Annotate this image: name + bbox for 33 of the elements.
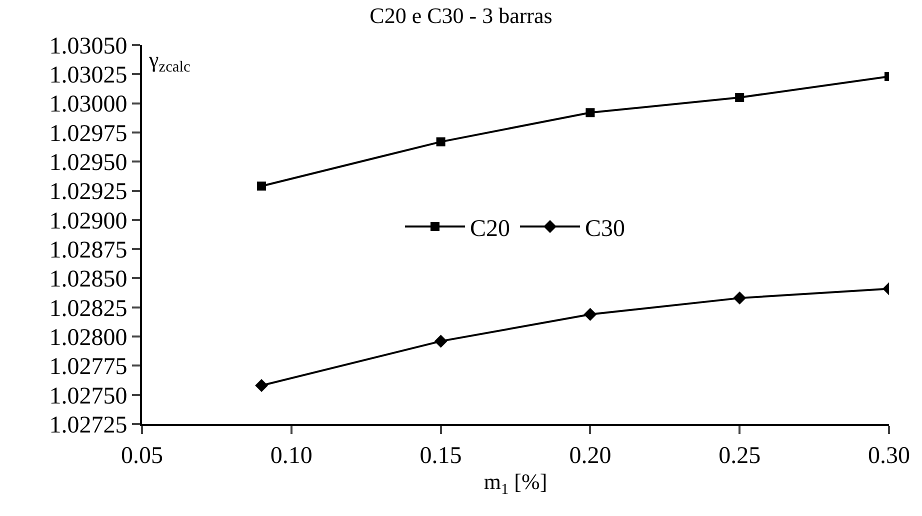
point	[586, 108, 595, 118]
y-tick-label: 1.02725	[49, 412, 128, 438]
y-tick-label: 1.02875	[49, 237, 128, 264]
y-tick-label: 1.02975	[49, 120, 128, 147]
chart-title: C20 e C30 - 3 barras	[370, 3, 552, 28]
y-tick-label: 1.02825	[49, 296, 128, 322]
y-axis-title: γ$_{zcalc}$	[148, 47, 191, 76]
point	[436, 137, 446, 146]
y-tick-label: 1.02750	[49, 383, 128, 410]
y-tick-label: 1.02950	[49, 150, 128, 176]
point	[255, 379, 268, 392]
point	[257, 182, 266, 191]
y-tick-label: 1.02925	[49, 179, 128, 206]
legend-label: C20	[470, 216, 510, 242]
y-tick-label: 1.02850	[49, 266, 128, 293]
x-axis-title: m$_{1}$ [%]	[484, 469, 548, 498]
x-tick-label: 0.10	[270, 442, 312, 469]
x-tick-label: 0.20	[569, 442, 612, 469]
y-tick-label: 1.03050	[49, 33, 128, 60]
x-tick-label: 0.05	[121, 442, 163, 469]
y-tick-label: 1.03025	[49, 62, 128, 89]
x-tick-label: 0.30	[868, 442, 910, 469]
point	[733, 292, 746, 305]
x-tick-label: 0.15	[420, 442, 462, 469]
x-tick-label: 0.25	[718, 442, 761, 469]
point	[584, 308, 597, 321]
point	[735, 92, 744, 102]
legend-label: C30	[585, 216, 626, 242]
y-tick-label: 1.02775	[49, 354, 128, 380]
point	[434, 334, 448, 348]
y-tick-label: 1.03000	[49, 92, 128, 118]
y-tick-label: 1.02900	[49, 208, 128, 234]
y-tick-label: 1.02800	[49, 324, 128, 351]
